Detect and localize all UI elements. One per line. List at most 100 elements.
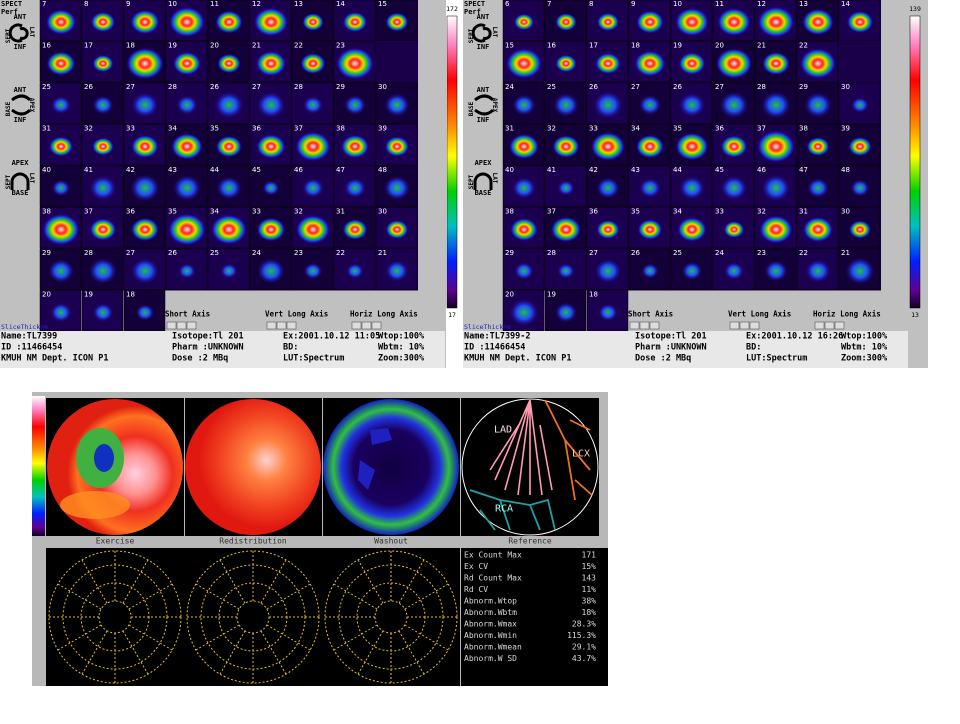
frame-number: 30: [841, 83, 850, 91]
segment-line: [266, 583, 311, 610]
frame-number: 18: [589, 290, 598, 298]
stat-value: 115.3%: [567, 631, 596, 640]
uptake: [385, 260, 409, 282]
segment-line: [195, 624, 240, 651]
stat-value: 143: [582, 574, 597, 583]
frame-number: 32: [757, 207, 766, 215]
segment-line: [333, 624, 378, 651]
uptake: [262, 180, 280, 196]
axis-button[interactable]: [639, 321, 650, 330]
frame-number: 27: [252, 83, 261, 91]
stat-value: 11%: [582, 585, 597, 594]
uptake: [757, 130, 795, 163]
segment-line: [122, 559, 149, 604]
orient-label: APEX: [491, 98, 498, 113]
uptake: [513, 13, 535, 31]
uptake: [761, 91, 791, 119]
uptake: [46, 51, 76, 76]
axis-button[interactable]: [276, 321, 287, 330]
frame-number: 19: [673, 41, 682, 49]
uptake: [300, 53, 326, 74]
uptake: [510, 218, 538, 241]
uptake: [253, 7, 289, 37]
orient-label: ANT: [14, 13, 27, 21]
axis-button[interactable]: [361, 321, 372, 330]
segment-line: [195, 583, 240, 610]
frame-number: 42: [589, 166, 598, 174]
frame-number: 26: [589, 83, 598, 91]
uptake: [346, 263, 364, 279]
frame-number: 27: [589, 249, 598, 257]
uptake: [42, 213, 80, 246]
uptake: [761, 174, 791, 202]
frame-number: 34: [210, 207, 219, 215]
frame-number: 8: [84, 0, 88, 8]
frame-number: 31: [42, 124, 51, 132]
uptake: [341, 134, 369, 159]
info-text: BD:: [283, 343, 298, 353]
uptake: [641, 263, 659, 279]
frame-number: 25: [547, 83, 556, 91]
axis-label: Short Axis: [165, 310, 210, 319]
uptake: [256, 217, 286, 242]
frame-number: 30: [378, 207, 387, 215]
frame-number: 42: [126, 166, 135, 174]
frame-number: 15: [505, 41, 514, 49]
axis-button[interactable]: [824, 321, 835, 330]
axis-button[interactable]: [186, 321, 197, 330]
axis-button[interactable]: [834, 321, 845, 330]
axis-button[interactable]: [629, 321, 640, 330]
uptake: [216, 135, 242, 158]
uptake: [555, 54, 577, 73]
segment-line: [260, 559, 287, 604]
frame-number: 22: [294, 41, 303, 49]
info-text: Zoom:300%: [378, 354, 425, 364]
orient-label: LAT: [491, 27, 498, 38]
uptake: [590, 132, 626, 161]
uptake: [849, 220, 871, 239]
axis-button[interactable]: [371, 321, 382, 330]
axis-button[interactable]: [814, 321, 825, 330]
info-text: Zoom:300%: [841, 354, 888, 364]
frame-number: 28: [84, 249, 93, 257]
axis-button[interactable]: [729, 321, 740, 330]
uptake: [88, 257, 118, 285]
uptake: [557, 263, 575, 279]
frame-number: 19: [84, 290, 93, 298]
frame-number: 25: [210, 249, 219, 257]
orient-icon: [11, 94, 32, 116]
segment-line: [404, 583, 449, 610]
axis-button[interactable]: [286, 321, 297, 330]
frame-number: 14: [336, 0, 345, 8]
axis-button[interactable]: [649, 321, 660, 330]
uptake: [762, 52, 790, 75]
axis-button[interactable]: [749, 321, 760, 330]
uptake: [89, 218, 117, 241]
frame: [207, 248, 250, 290]
orient-label: BASE: [12, 189, 29, 197]
frame-number: 34: [673, 207, 682, 215]
axis-button[interactable]: [166, 321, 177, 330]
frame-number: 43: [168, 166, 177, 174]
axis-button[interactable]: [351, 321, 362, 330]
axis-button[interactable]: [266, 321, 277, 330]
frame: [628, 207, 671, 249]
frame-number: 13: [294, 0, 303, 8]
axis-button[interactable]: [739, 321, 750, 330]
frame-number: 41: [84, 166, 93, 174]
frame-number: 25: [42, 83, 51, 91]
stat-value: 15%: [582, 562, 597, 571]
frame-number: 38: [42, 207, 51, 215]
segment-line: [357, 559, 384, 604]
orient-label: BASE: [468, 101, 475, 116]
uptake: [557, 180, 575, 196]
map-caption: Reference: [508, 537, 552, 546]
uptake: [385, 12, 409, 32]
orient-icon: [10, 172, 30, 190]
axis-button[interactable]: [176, 321, 187, 330]
stat-value: 18%: [582, 608, 597, 617]
uptake: [637, 219, 663, 240]
uptake: [92, 137, 114, 156]
stat-label: Rd CV: [464, 585, 488, 594]
frame-number: 23: [336, 41, 345, 49]
